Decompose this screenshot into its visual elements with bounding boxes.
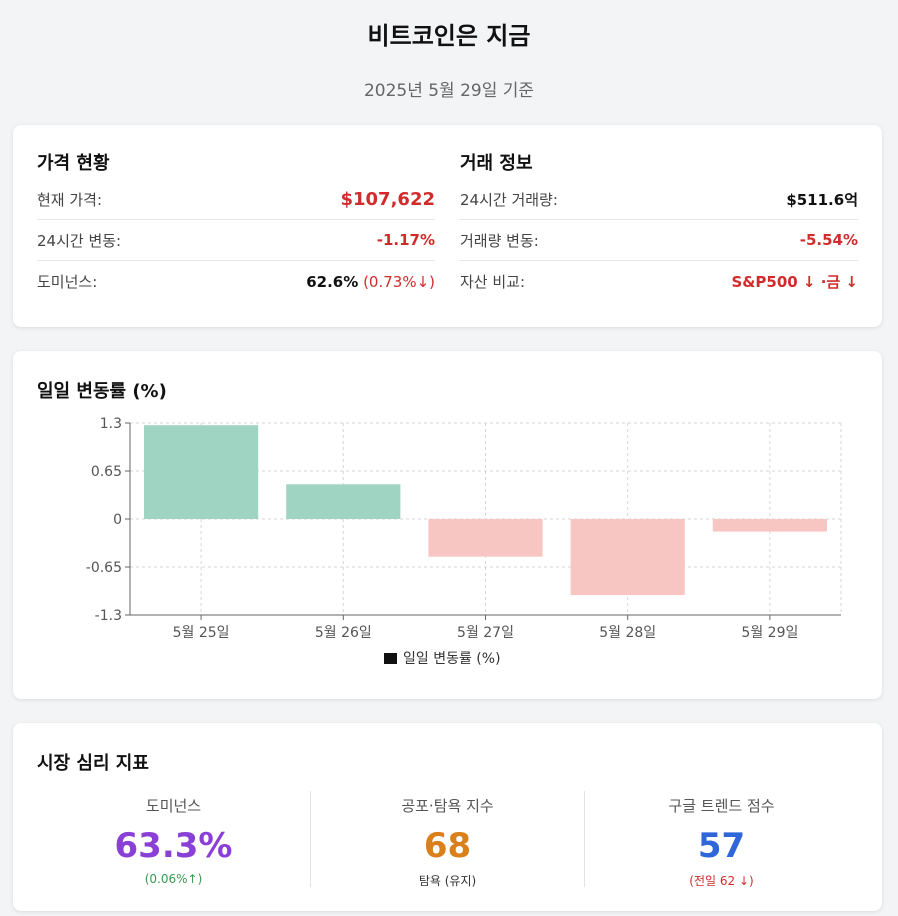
chart-title: 일일 변동률 (%) [37, 381, 167, 402]
volume-label: 24시간 거래량: [460, 190, 558, 209]
bar-4 [570, 519, 685, 596]
price-section: 가격 현황 현재 가격: $107,622 24시간 변동: -1.17% 도미… [37, 149, 435, 302]
change-row: 24시간 변동: -1.17% [37, 220, 435, 261]
legend-label: 일일 변동률 (%) [403, 651, 501, 667]
sentiment-dominance-value: 63.3% [114, 826, 233, 866]
y-tick-label: 0.65 [91, 464, 122, 480]
bar-1 [144, 425, 259, 519]
compare-value: S&P500 ↓ ·금 ↓ [731, 273, 859, 291]
sentiment-google-trend-sub: (전일 62 ↓) [689, 874, 754, 888]
sentiment-title: 시장 심리 지표 [37, 753, 149, 774]
volume-value: $511.6억 [786, 190, 858, 209]
sentiment-google-trend-label: 구글 트렌드 점수 [668, 797, 775, 815]
current-price-label: 현재 가격: [37, 190, 103, 209]
info-card: 가격 현황 현재 가격: $107,622 24시간 변동: -1.17% 도미… [13, 125, 882, 327]
change-value: -1.17% [376, 231, 435, 249]
y-tick-label: 0 [113, 512, 122, 528]
change-label: 24시간 변동: [37, 231, 122, 250]
dominance-value-group: 62.6% (0.73%↓) [306, 273, 435, 291]
x-tick-label: 5월 27일 [457, 625, 514, 641]
x-tick-label: 5월 25일 [173, 625, 230, 641]
dominance-value: 62.6% [306, 272, 359, 291]
sentiment-fear-greed-label: 공포·탐욕 지수 [401, 797, 494, 815]
page-title: 비트코인은 지금 [367, 22, 531, 50]
current-price-row: 현재 가격: $107,622 [37, 179, 435, 220]
x-tick-label: 5월 26일 [315, 625, 372, 641]
bar-2 [286, 484, 401, 519]
compare-label: 자산 비교: [460, 273, 526, 291]
current-price-value: $107,622 [340, 188, 435, 210]
legend-swatch [384, 653, 397, 664]
trade-section: 거래 정보 24시간 거래량: $511.6억 거래량 변동: -5.54% 자… [460, 149, 858, 302]
compare-row: 자산 비교: S&P500 ↓ ·금 ↓ [460, 261, 858, 302]
daily-change-chart: 1.3 0.65 0 -0.65 -1.3 5월 25일 5월 26일 5월 27일 5월 28… [86, 416, 842, 667]
sentiment-fear-greed: 공포·탐욕 지수 68 탐욕 (유지) [310, 791, 584, 888]
x-tick-label: 5월 28일 [599, 625, 656, 641]
dominance-row: 도미넌스: 62.6% (0.73%↓) [37, 261, 435, 302]
page-subtitle: 2025년 5월 29일 기준 [363, 81, 535, 101]
sentiment-dominance-label: 도미넌스 [145, 797, 202, 815]
volume-change-label: 거래량 변동: [460, 231, 539, 250]
y-tick-label: -0.65 [86, 560, 122, 576]
volume-change-value: -5.54% [799, 231, 858, 249]
volume-change-row: 거래량 변동: -5.54% [460, 220, 858, 261]
sentiment-fear-greed-value: 68 [423, 826, 472, 866]
volume-row: 24시간 거래량: $511.6억 [460, 179, 858, 220]
dominance-change: (0.73%↓) [363, 272, 435, 291]
bar-5 [712, 519, 827, 532]
sentiment-fear-greed-sub: 탐욕 (유지) [418, 874, 477, 888]
trade-section-title: 거래 정보 [460, 153, 533, 174]
y-tick-label: -1.3 [95, 608, 122, 624]
sentiment-google-trend: 구글 트렌드 점수 57 (전일 62 ↓) [584, 791, 858, 888]
sentiment-grid: 도미넌스 63.3% (0.06%↑) 공포·탐욕 지수 68 탐욕 (유지) … [37, 791, 858, 888]
x-tick-label: 5월 29일 [741, 625, 798, 641]
y-tick-label: 1.3 [100, 416, 122, 432]
bar-3 [428, 519, 543, 557]
sentiment-card: 시장 심리 지표 도미넌스 63.3% (0.06%↑) 공포·탐욕 지수 68… [13, 723, 882, 911]
dominance-label: 도미넌스: [37, 273, 98, 291]
sentiment-google-trend-value: 57 [697, 826, 746, 866]
sentiment-dominance: 도미넌스 63.3% (0.06%↑) [37, 791, 310, 887]
price-section-title: 가격 현황 [37, 153, 110, 174]
chart-card: 일일 변동률 (%) 1.3 0.65 0 -0.65 -1.3 5월 25일 5월 26일… [13, 351, 882, 699]
sentiment-dominance-sub: (0.06%↑) [144, 872, 203, 886]
